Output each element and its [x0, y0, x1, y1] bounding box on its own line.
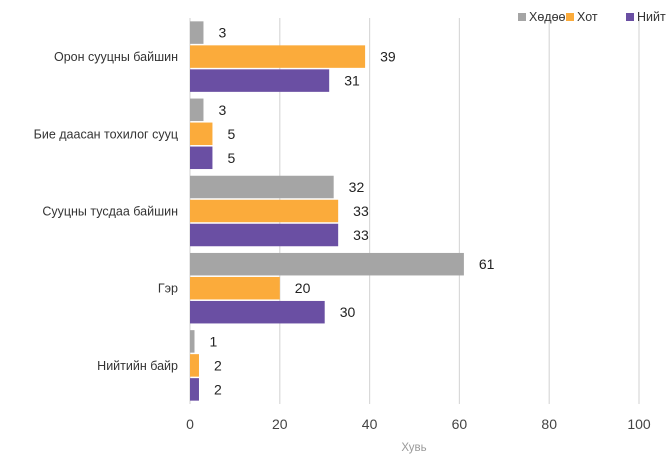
x-tick-label: 20: [272, 416, 288, 432]
category-labels: Орон сууцны байшин Бие даасан тохилог суу…: [34, 50, 178, 373]
legend: Хөдөө Хот Нийт: [518, 10, 666, 24]
legend-swatch: [626, 13, 634, 21]
data-label: 20: [295, 280, 311, 296]
data-label: 1: [209, 333, 217, 349]
bar: [190, 21, 204, 44]
bar: [190, 175, 334, 199]
legend-swatch: [566, 13, 574, 21]
x-axis-title: Хувь: [401, 442, 426, 454]
bar: [190, 252, 464, 276]
category-label: Орон сууцны байшин: [54, 50, 178, 64]
data-label: 5: [227, 150, 235, 166]
legend-label: Хот: [577, 10, 598, 24]
bar: [190, 199, 339, 223]
bar: [190, 276, 280, 300]
legend-label: Хөдөө: [529, 10, 566, 24]
bar: [190, 223, 339, 247]
category-label: Бие даасан тохилог сууц: [34, 127, 178, 141]
x-tick-label: 60: [452, 416, 468, 432]
bar: [190, 330, 195, 353]
data-label: 30: [340, 304, 356, 320]
data-label: 39: [380, 49, 396, 65]
data-label: 2: [214, 357, 222, 373]
category-label: Гэр: [158, 282, 178, 296]
x-tick-label: 80: [541, 416, 557, 432]
data-label: 31: [344, 73, 360, 89]
data-label: 5: [227, 126, 235, 142]
bar: [190, 45, 366, 68]
data-label: 61: [479, 256, 495, 272]
x-tick-label: 0: [186, 416, 194, 432]
legend-label: Нийт: [637, 10, 666, 24]
bar: [190, 354, 199, 377]
x-axis-ticks: 0 20 40 60 80 100: [186, 416, 651, 432]
bar: [190, 378, 199, 401]
data-label: 32: [349, 179, 365, 195]
data-label: 3: [218, 102, 226, 118]
category-label: Сууцны тусдаа байшин: [42, 205, 178, 219]
x-tick-label: 40: [362, 416, 378, 432]
x-tick-label: 100: [627, 416, 651, 432]
data-label: 33: [353, 227, 369, 243]
bar: [190, 300, 325, 324]
data-label: 2: [214, 381, 222, 397]
bar: [190, 98, 204, 122]
legend-swatch: [518, 13, 526, 21]
data-label: 3: [218, 25, 226, 41]
category-label: Нийтийн байр: [97, 359, 178, 373]
bar: [190, 122, 213, 146]
data-label: 33: [353, 203, 369, 219]
bars: [190, 21, 464, 401]
bar: [190, 146, 213, 170]
bar: [190, 69, 330, 92]
